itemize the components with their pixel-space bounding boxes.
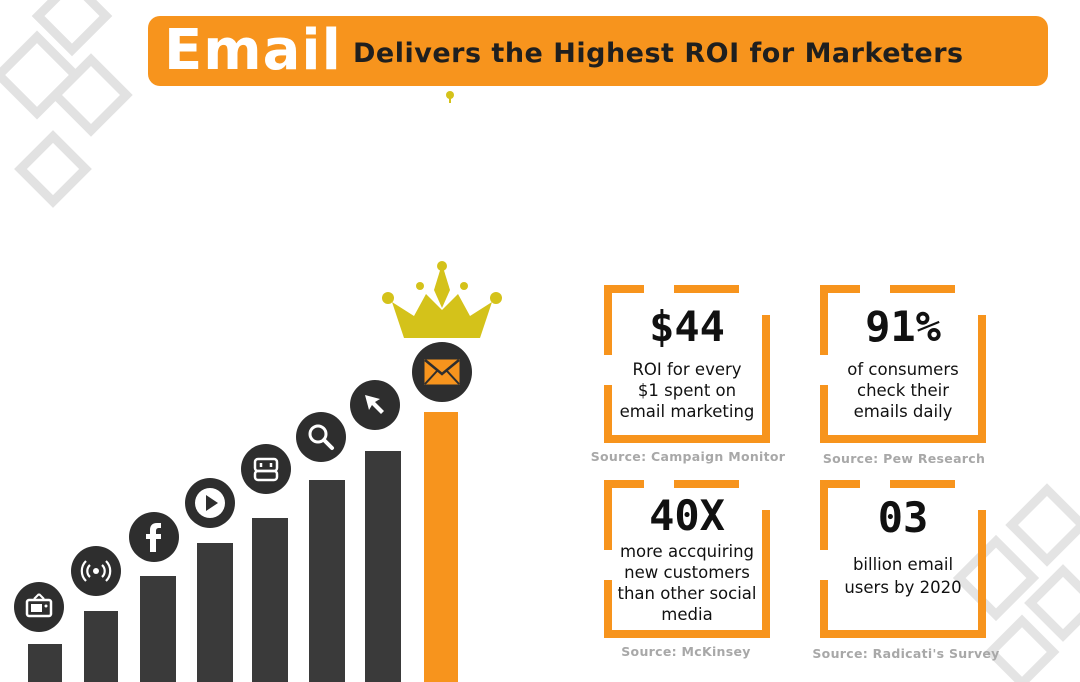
stat-desc-line: than other social	[617, 584, 757, 603]
stat-frame	[604, 480, 770, 638]
stat-frame	[604, 285, 770, 443]
stat-desc-line: users by 2020	[844, 578, 962, 597]
bar-3	[140, 576, 176, 682]
stat-value: 40X	[649, 491, 725, 540]
stat-frame	[820, 480, 986, 638]
stat-value: 03	[877, 493, 929, 542]
stat-card-daily-check: 91% of consumers check their emails dail…	[820, 285, 986, 443]
stat-card-roi: $44 ROI for every $1 spent on email mark…	[604, 285, 770, 443]
stat-desc-line: ROI for every	[632, 360, 742, 379]
stat-desc-line: billion email	[852, 555, 954, 574]
bar-5	[252, 518, 288, 682]
chat-icon	[241, 444, 291, 494]
stat-card-acquisition: 40X more accquiring new customers than o…	[604, 480, 770, 638]
stat-source: Source: Pew Research	[822, 451, 986, 466]
envelope-icon	[412, 342, 472, 402]
decorative-diamonds-bottom-right	[952, 483, 1080, 682]
stat-value: $44	[649, 302, 725, 351]
facebook-icon	[129, 512, 179, 562]
stat-desc-line: emails daily	[853, 402, 953, 421]
stat-card-users: 03 billion email users by 2020	[820, 480, 986, 638]
bar-2	[84, 611, 118, 682]
stat-desc-line: of consumers	[847, 360, 959, 379]
crown-icon	[382, 261, 502, 338]
search-icon	[296, 412, 346, 462]
stat-desc-line: check their	[857, 381, 949, 400]
decorative-diamonds-top-left	[0, 0, 133, 208]
bar-1	[28, 644, 62, 682]
header-pin-icon	[446, 91, 454, 103]
stat-desc-line: media	[661, 605, 713, 624]
header-banner: Email Delivers the Highest ROI for Marke…	[148, 16, 1048, 86]
stat-desc-line: $1 spent on	[637, 381, 737, 400]
bar-7	[365, 451, 401, 682]
stat-source: Source: McKinsey	[621, 644, 751, 659]
stat-desc-line: new customers	[624, 563, 750, 582]
stat-desc-line: email marketing	[619, 402, 755, 421]
bar-6	[309, 480, 345, 682]
stat-value: 91%	[865, 302, 941, 351]
bar-4	[197, 543, 233, 682]
play-icon	[185, 478, 235, 528]
header-subtitle: Delivers the Highest ROI for Marketers	[353, 38, 964, 69]
bar-8-highlight	[424, 412, 458, 682]
stat-frame	[820, 285, 986, 443]
stat-source: Source: Radicati's Survey	[812, 646, 1000, 661]
header-email-word: Email	[164, 18, 342, 83]
stat-source: Source: Campaign Monitor	[590, 449, 786, 464]
tv-icon	[14, 582, 64, 632]
stat-desc-line: more accquiring	[619, 542, 755, 561]
broadcast-icon	[71, 546, 121, 596]
cursor-icon	[350, 380, 400, 430]
